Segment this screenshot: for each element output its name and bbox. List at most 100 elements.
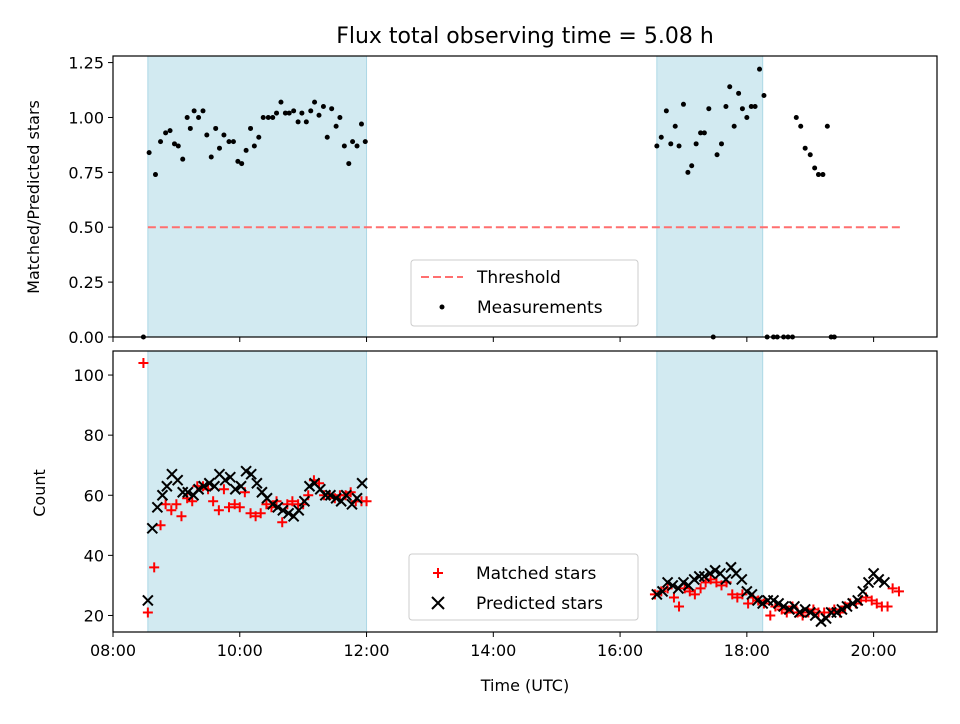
predicted-star-point <box>656 585 669 598</box>
measurement-point <box>303 119 309 125</box>
matched-star-point <box>287 496 298 507</box>
y-tick-label: 0.50 <box>68 218 104 237</box>
measurement-point <box>718 141 724 147</box>
measurement-point <box>260 114 266 120</box>
legend-predicted-swatch <box>431 596 445 610</box>
matched-star-point <box>893 586 904 597</box>
matched-star-point <box>277 517 288 528</box>
x-tick-label: 12:00 <box>343 641 389 660</box>
measurement-point <box>815 172 821 178</box>
measurement-point <box>158 139 164 145</box>
x-tick-label: 14:00 <box>470 641 516 660</box>
measurement-point <box>320 103 326 109</box>
shaded-interval <box>656 55 764 338</box>
predicted-star-point <box>177 486 189 498</box>
predicted-star-point <box>142 594 154 607</box>
matched-star-point <box>166 505 177 516</box>
measurement-point <box>274 110 280 116</box>
measurement-point <box>312 99 318 105</box>
matched-star-point <box>866 595 877 606</box>
matched-star-point <box>695 583 706 594</box>
y-tick-label: 40 <box>84 546 104 565</box>
measurement-point <box>152 172 158 178</box>
predicted-star-point <box>161 480 173 492</box>
predicted-star-point <box>340 489 352 501</box>
predicted-star-point <box>878 576 891 589</box>
predicted-star-point <box>666 579 679 592</box>
predicted-star-point <box>224 471 236 483</box>
predicted-star-point <box>736 573 748 586</box>
measurement-point <box>654 143 660 149</box>
measurement-point <box>163 130 169 136</box>
measurement-point <box>748 103 754 109</box>
matched-star-point <box>871 598 882 609</box>
y-tick-label: 1.25 <box>68 54 104 73</box>
predicted-star-point <box>146 522 159 535</box>
axes-frame <box>112 350 938 633</box>
matched-star-point <box>234 502 245 513</box>
predicted-star-point <box>251 477 263 489</box>
predicted-star-point <box>693 570 706 583</box>
measurement-point <box>221 132 227 138</box>
measurement-point <box>346 161 352 167</box>
measurement-point <box>324 134 330 140</box>
measurement-point <box>333 123 339 129</box>
measurement-point <box>299 110 305 116</box>
measurement-point <box>226 139 232 145</box>
matched-star-point <box>743 598 754 609</box>
measurement-point <box>146 150 152 156</box>
measurement-point <box>235 158 241 164</box>
legend-threshold-label: Threshold <box>476 268 561 288</box>
predicted-star-point <box>872 573 885 586</box>
matched-star-point <box>727 589 738 600</box>
matched-star-point <box>282 499 293 510</box>
predicted-star-point <box>208 480 221 492</box>
predicted-star-point <box>245 468 257 480</box>
predicted-star-point <box>293 504 305 516</box>
measurement-point <box>736 90 742 96</box>
top-ylabel: Matched/Predicted stars <box>24 100 43 294</box>
measurement-point <box>820 172 826 178</box>
measurement-point <box>239 161 245 167</box>
predicted-star-point <box>171 474 184 486</box>
matched-star-point <box>765 610 776 621</box>
y-tick-label: 60 <box>84 486 104 505</box>
measurement-point <box>286 110 292 116</box>
predicted-star-point <box>235 480 247 492</box>
measurement-point <box>680 101 686 107</box>
matched-star-point <box>218 484 229 495</box>
predicted-star-point <box>298 495 311 507</box>
measurement-point <box>706 106 712 112</box>
axes-frame <box>112 55 938 338</box>
matched-star-point <box>732 592 743 603</box>
predicted-star-point <box>777 600 790 613</box>
measurement-point <box>180 156 186 162</box>
measurement-point <box>693 141 699 147</box>
measurement-point <box>243 147 249 153</box>
matched-star-point <box>138 358 149 369</box>
matched-star-point <box>223 502 234 513</box>
matched-star-point <box>213 505 224 516</box>
matched-star-point <box>250 511 261 522</box>
measurement-point <box>739 106 745 112</box>
measurement-point <box>798 123 804 129</box>
predicted-star-point <box>852 594 864 607</box>
chart-title: Flux total observing time = 5.08 h <box>336 24 714 49</box>
measurement-point <box>658 134 664 140</box>
measurement-point <box>167 128 173 134</box>
measurement-point <box>663 108 669 114</box>
shaded-interval <box>147 55 368 338</box>
y-tick-label: 20 <box>84 606 104 625</box>
legend-measurement-label: Measurements <box>477 298 603 318</box>
y-tick-label: 0.75 <box>68 163 104 182</box>
measurement-point <box>200 108 206 114</box>
matched-star-point <box>689 589 700 600</box>
predicted-star-point <box>356 477 368 489</box>
measurement-point <box>213 125 219 131</box>
measurement-point <box>251 143 257 149</box>
predicted-star-point <box>651 588 663 601</box>
ratio-panel: 0.00 0.25 0.50 0.75 1.00 1.25 Threshold Measure… <box>68 54 938 347</box>
legend-box <box>410 259 639 327</box>
matched-star-point <box>160 499 171 510</box>
